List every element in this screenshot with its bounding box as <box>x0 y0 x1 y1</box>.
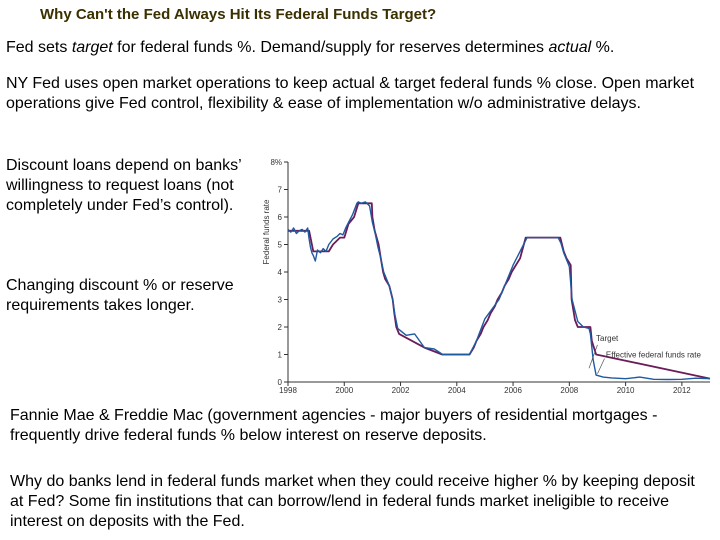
y-tick-label-1: 1 <box>278 351 283 360</box>
p1-actual-word: actual <box>548 39 592 56</box>
chart-annotations: Target Effective federal funds rate <box>588 334 702 374</box>
y-tick-label-0: 0 <box>278 378 283 387</box>
fed-funds-chart-svg: 0 1 2 3 4 5 6 7 8% 1998 2000 2002 2004 2006 2008 2010 20… <box>262 158 711 395</box>
x-tick-label-2012: 2012 <box>673 386 691 394</box>
p1-part-a: Fed sets <box>6 39 72 56</box>
x-tick-label-2002: 2002 <box>392 386 410 394</box>
paragraph-discount-rate-changes: Changing discount % or reserve requireme… <box>6 277 234 314</box>
slide-title: Why Can't the Fed Always Hit Its Federal… <box>40 6 437 23</box>
p1-part-e: %. <box>591 39 615 56</box>
annotation-effective-leader <box>597 358 605 374</box>
y-tick-label-6: 6 <box>278 213 283 222</box>
p1-part-c: for federal funds %. Demand/supply for r… <box>112 39 549 56</box>
y-tick-label-3: 3 <box>278 296 283 305</box>
chart-axes: 0 1 2 3 4 5 6 7 8% 1998 2000 2002 2004 2006 2008 2010 20… <box>262 158 710 395</box>
x-tick-label-2010: 2010 <box>617 386 635 394</box>
x-tick-label-2008: 2008 <box>560 386 578 394</box>
p1-target-word: target <box>71 39 113 56</box>
paragraph-why-banks-lend: Why do banks lend in federal funds marke… <box>10 473 695 530</box>
paragraph-discount-loans: Discount loans depend on banks’ willingn… <box>6 157 242 214</box>
y-tick-label-8: 8% <box>270 158 282 167</box>
series-line-effective-federal-funds-rate <box>287 201 711 381</box>
annotation-target-leader <box>588 344 598 369</box>
x-tick-label-2000: 2000 <box>335 386 353 394</box>
paragraph-fannie-freddie: Fannie Mae & Freddie Mac (government age… <box>10 407 658 444</box>
y-axis-label: Federal funds rate <box>262 199 271 264</box>
y-tick-label-2: 2 <box>278 323 283 332</box>
annotation-target-label: Target <box>596 334 619 343</box>
x-tick-label-1998: 1998 <box>279 386 297 394</box>
fed-funds-chart: 0 1 2 3 4 5 6 7 8% 1998 2000 2002 2004 2006 2008 2010 20… <box>258 150 720 395</box>
paragraph-target-vs-actual: Fed sets target for federal funds %. Dem… <box>6 38 711 58</box>
x-tick-label-2006: 2006 <box>504 386 522 394</box>
y-tick-label-5: 5 <box>278 241 283 250</box>
annotation-effective-label: Effective federal funds rate <box>606 350 702 359</box>
paragraph-open-market-operations: NY Fed uses open market operations to ke… <box>6 75 695 112</box>
y-tick-label-4: 4 <box>278 268 283 277</box>
x-tick-label-2004: 2004 <box>448 386 466 394</box>
y-tick-label-7: 7 <box>278 186 283 195</box>
chart-lines <box>287 201 711 381</box>
